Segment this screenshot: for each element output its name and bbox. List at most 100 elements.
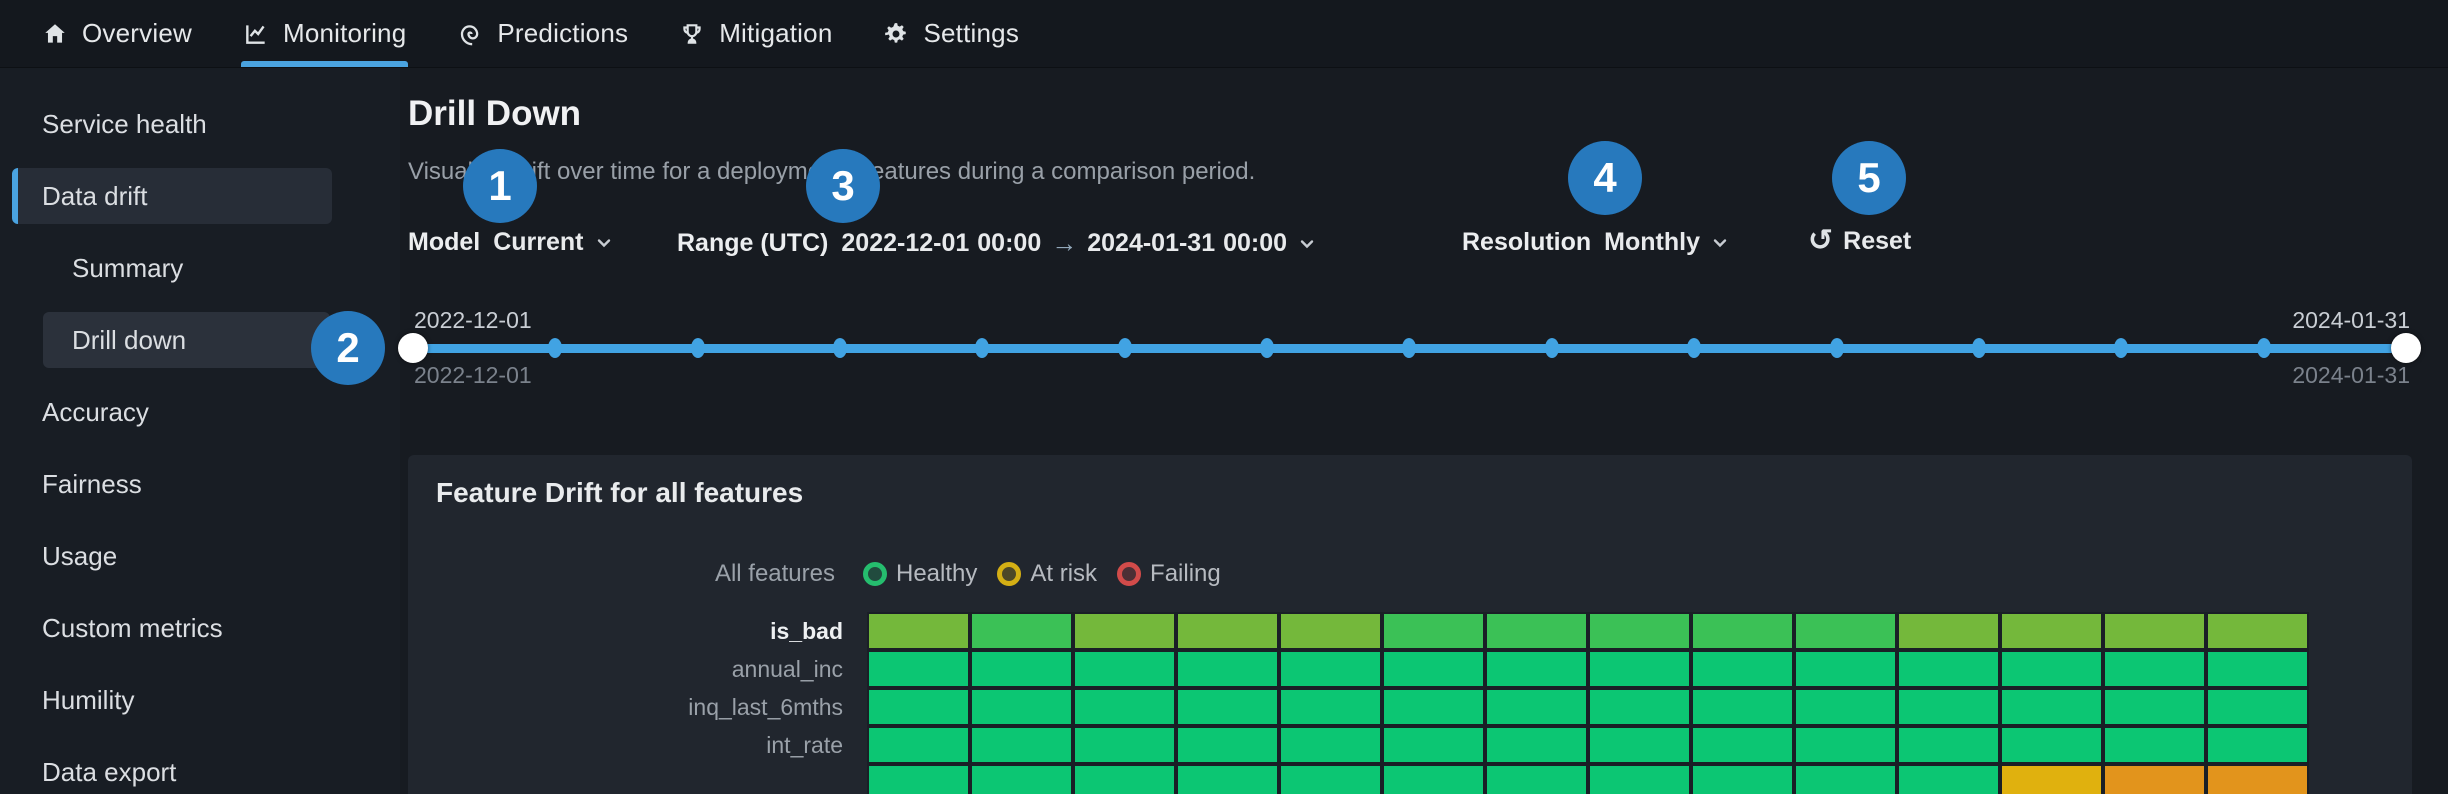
sidebar-item-label: Summary <box>72 252 184 283</box>
heatmap-cell[interactable] <box>1794 764 1897 794</box>
heatmap-cell[interactable] <box>1691 726 1794 764</box>
heatmap-cell[interactable] <box>1073 764 1176 794</box>
heatmap-cell[interactable] <box>2103 612 2206 650</box>
timeline-handle-end[interactable] <box>2391 333 2421 363</box>
heatmap-cell[interactable] <box>2103 650 2206 688</box>
nav-tab-label: Predictions <box>497 18 629 48</box>
heatmap-cell[interactable] <box>2000 688 2103 726</box>
heatmap-cell[interactable] <box>1485 650 1588 688</box>
nav-tab-overview[interactable]: Overview <box>40 0 194 67</box>
sidebar: Service health Data drift Summary Drill dow… <box>0 68 400 794</box>
range-picker[interactable]: 2022-12-01 00:00 → 2024-01-31 00:00 <box>841 228 1317 259</box>
sidebar-item-drill-down[interactable]: Drill down <box>43 312 330 368</box>
heatmap-cell[interactable] <box>867 764 970 794</box>
timeline-handle-start[interactable] <box>398 333 428 363</box>
heatmap-cell[interactable] <box>1485 612 1588 650</box>
heatmap-cell[interactable] <box>1279 612 1382 650</box>
timeline-start-date-top: 2022-12-01 <box>414 307 532 333</box>
heatmap-cell[interactable] <box>1897 764 2000 794</box>
nav-tab-monitoring[interactable]: Monitoring <box>240 0 409 67</box>
sidebar-item-data-drift[interactable]: Data drift <box>12 168 332 224</box>
heatmap-cell[interactable] <box>1897 688 2000 726</box>
heatmap-cell[interactable] <box>1382 726 1485 764</box>
heatmap-cell[interactable] <box>2206 726 2309 764</box>
heatmap-cell[interactable] <box>1073 726 1176 764</box>
heatmap-cell[interactable] <box>970 688 1073 726</box>
sidebar-item-summary[interactable]: Summary <box>0 232 400 304</box>
heatmap-cell[interactable] <box>1588 612 1691 650</box>
heatmap-cell[interactable] <box>1897 612 2000 650</box>
heatmap-cell[interactable] <box>1382 612 1485 650</box>
heatmap-cell[interactable] <box>1176 688 1279 726</box>
heatmap-cell[interactable] <box>1794 688 1897 726</box>
heatmap-cell[interactable] <box>2206 764 2309 794</box>
heatmap-cell[interactable] <box>970 764 1073 794</box>
heatmap-cell[interactable] <box>1176 764 1279 794</box>
heatmap-cell[interactable] <box>1691 612 1794 650</box>
sidebar-item-fairness[interactable]: Fairness <box>0 448 400 520</box>
heatmap-cell[interactable] <box>867 650 970 688</box>
heatmap-cell[interactable] <box>2000 612 2103 650</box>
heatmap-cell[interactable] <box>1382 688 1485 726</box>
resolution-dropdown[interactable]: Monthly <box>1604 228 1730 257</box>
heatmap-cell[interactable] <box>2103 764 2206 794</box>
heatmap-cell[interactable] <box>1588 726 1691 764</box>
heatmap-cell[interactable] <box>2206 650 2309 688</box>
heatmap-cell[interactable] <box>867 726 970 764</box>
heatmap-cell[interactable] <box>1485 726 1588 764</box>
heatmap-cell[interactable] <box>1382 650 1485 688</box>
heatmap-cell[interactable] <box>1279 726 1382 764</box>
sidebar-item-accuracy[interactable]: Accuracy <box>0 376 400 448</box>
heatmap-cell[interactable] <box>1279 688 1382 726</box>
heatmap-cell[interactable] <box>1176 650 1279 688</box>
sidebar-item-usage[interactable]: Usage <box>0 520 400 592</box>
sidebar-item-custom-metrics[interactable]: Custom metrics <box>0 592 400 664</box>
heatmap-cell[interactable] <box>1073 612 1176 650</box>
heatmap-cell[interactable] <box>2103 688 2206 726</box>
heatmap-cell[interactable] <box>1176 726 1279 764</box>
heatmap-cell[interactable] <box>1485 764 1588 794</box>
heatmap-cell[interactable] <box>1794 726 1897 764</box>
heatmap-cell[interactable] <box>2206 688 2309 726</box>
sidebar-item-humility[interactable]: Humility <box>0 664 400 736</box>
heatmap-cell[interactable] <box>1794 650 1897 688</box>
heatmap-cell[interactable] <box>2103 726 2206 764</box>
heatmap-cell[interactable] <box>1691 764 1794 794</box>
heatmap-cell[interactable] <box>2206 612 2309 650</box>
heatmap-cell[interactable] <box>1279 764 1382 794</box>
heatmap-cell[interactable] <box>1588 688 1691 726</box>
nav-tab-mitigation[interactable]: Mitigation <box>677 0 834 67</box>
heatmap-cell[interactable] <box>2000 650 2103 688</box>
heatmap-cell[interactable] <box>867 612 970 650</box>
heatmap-cell[interactable] <box>1382 764 1485 794</box>
reset-button[interactable]: ↺ Reset <box>1806 222 1913 260</box>
heatmap-cell[interactable] <box>867 688 970 726</box>
heatmap-cell[interactable] <box>1897 650 2000 688</box>
heatmap-cell[interactable] <box>1485 688 1588 726</box>
legend-row: All features Healthy At risk Failing <box>408 556 2412 592</box>
heatmap-cell[interactable] <box>1073 650 1176 688</box>
nav-tab-settings[interactable]: Settings <box>881 0 1021 67</box>
heatmap-cell[interactable] <box>1794 612 1897 650</box>
heatmap-cell[interactable] <box>2000 764 2103 794</box>
heatmap-cell[interactable] <box>970 650 1073 688</box>
nav-tab-predictions[interactable]: Predictions <box>455 0 630 67</box>
line-chart-icon <box>243 21 269 47</box>
heatmap-cell[interactable] <box>1279 650 1382 688</box>
sidebar-item-data-export[interactable]: Data export <box>0 736 400 794</box>
heatmap-cell[interactable] <box>1691 688 1794 726</box>
heatmap-cell[interactable] <box>1176 612 1279 650</box>
heatmap-cell[interactable] <box>1588 650 1691 688</box>
model-dropdown[interactable]: Current <box>493 228 613 257</box>
sidebar-item-label: Data drift <box>42 180 148 211</box>
heatmap-cell[interactable] <box>1897 726 2000 764</box>
heatmap-cell[interactable] <box>1588 764 1691 794</box>
sidebar-item-service-health[interactable]: Service health <box>0 88 400 160</box>
chevron-down-icon <box>594 233 614 253</box>
heatmap-cell[interactable] <box>1073 688 1176 726</box>
heatmap-cell[interactable] <box>970 726 1073 764</box>
feature-row-label: annual_inc <box>731 655 843 682</box>
heatmap-cell[interactable] <box>970 612 1073 650</box>
heatmap-cell[interactable] <box>1691 650 1794 688</box>
heatmap-cell[interactable] <box>2000 726 2103 764</box>
